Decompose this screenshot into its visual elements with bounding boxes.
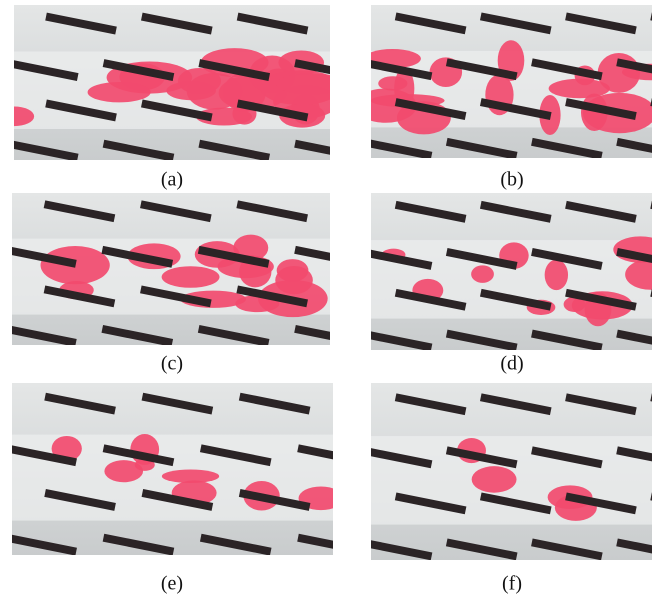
panel-label: (b) bbox=[500, 169, 523, 191]
photo bbox=[355, 5, 654, 158]
panel-label: (c) bbox=[161, 353, 183, 375]
figure: (a) (b) (c) (d) (e) (f) bbox=[0, 0, 654, 601]
dye-blob bbox=[545, 260, 568, 291]
dye-blob bbox=[162, 266, 220, 288]
panel-label: (e) bbox=[161, 573, 183, 595]
photo bbox=[362, 193, 654, 350]
dye-blob bbox=[104, 460, 143, 482]
photo bbox=[362, 383, 654, 560]
dye-blob bbox=[178, 68, 221, 94]
dye-blob bbox=[276, 73, 346, 94]
dye-blob bbox=[275, 266, 313, 294]
dye-blob bbox=[472, 466, 517, 493]
photo bbox=[6, 383, 407, 555]
panel-label: (d) bbox=[500, 353, 523, 375]
dye-blob bbox=[88, 82, 151, 102]
dye-blob bbox=[471, 265, 494, 283]
photo bbox=[6, 193, 404, 345]
photo bbox=[0, 5, 403, 160]
panel-label: (f) bbox=[502, 573, 522, 595]
panel-label: (a) bbox=[161, 169, 183, 191]
